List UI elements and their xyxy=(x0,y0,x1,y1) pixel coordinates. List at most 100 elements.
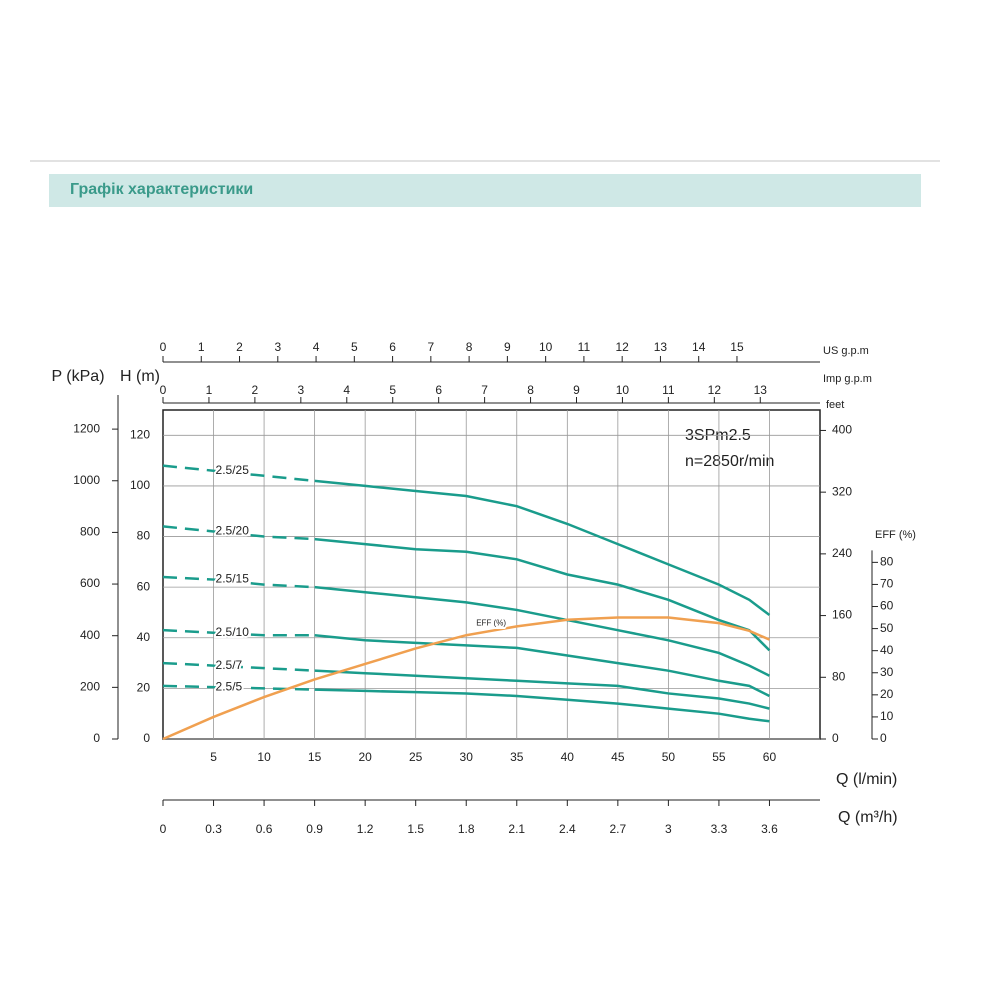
series-label: 2.5/15 xyxy=(216,572,250,586)
axis-tick-label: 1 xyxy=(198,340,205,354)
series-line xyxy=(314,688,770,723)
axis-tick-label: 2.1 xyxy=(508,822,525,836)
x-tick-label: 35 xyxy=(510,750,524,764)
axis-tick-label: 0 xyxy=(160,383,167,397)
y2-tick-label: 20 xyxy=(880,687,894,701)
series-line xyxy=(162,575,315,589)
annotation: 3SPm2.5 xyxy=(685,427,751,444)
axis-tick-label: 2 xyxy=(236,340,243,354)
y-tick-label: 20 xyxy=(137,681,151,695)
series-label: 2.5/10 xyxy=(216,625,250,639)
y2-tick-label: 60 xyxy=(880,599,894,613)
axis-tick-label: 11 xyxy=(662,383,675,397)
y2-tick-label: 0 xyxy=(880,731,887,745)
axis-title: feet xyxy=(826,399,844,411)
axis-tick-label: 0.3 xyxy=(205,822,222,836)
y2-tick-label: 70 xyxy=(880,577,894,591)
axis-tick-label: 1 xyxy=(206,383,213,397)
x-tick-label: 30 xyxy=(460,750,474,764)
y-tick-label: 80 xyxy=(137,529,151,543)
axis-tick-label: 240 xyxy=(832,546,852,560)
axis-tick-label: 2.7 xyxy=(610,822,627,836)
y2-tick-label: 30 xyxy=(880,665,894,679)
header-title: Графік характеристики xyxy=(70,181,253,198)
axis-tick-label: 0.9 xyxy=(306,822,323,836)
x-tick-label: 45 xyxy=(611,750,625,764)
axis-tick-label: 320 xyxy=(832,484,852,498)
axis-tick-label: 1.5 xyxy=(407,822,424,836)
axis-tick-label: 5 xyxy=(351,340,358,354)
axis-tick-label: 1.2 xyxy=(357,822,374,836)
series-line xyxy=(314,537,771,652)
y-axis-label: H (m) xyxy=(120,368,160,385)
y2-tick-label: 50 xyxy=(880,621,894,635)
series-line xyxy=(314,479,771,616)
axis-tick-label: 15 xyxy=(730,340,744,354)
axis-tick-label: 1.8 xyxy=(458,822,475,836)
y2-tick-label: 80 xyxy=(880,555,894,569)
x-axis-label: Q (l/min) xyxy=(836,771,897,788)
axis-tick-label: 11 xyxy=(578,340,591,354)
axis-title: Q (m³/h) xyxy=(838,809,898,826)
series-label: 2.5/5 xyxy=(216,679,243,693)
series-line xyxy=(162,616,770,741)
axis-tick-label: 6 xyxy=(389,340,396,354)
x-tick-label: 10 xyxy=(257,750,271,764)
series-label: EFF (%) xyxy=(476,618,506,627)
axis-tick-label: 13 xyxy=(754,383,768,397)
x-tick-label: 25 xyxy=(409,750,423,764)
x-tick-label: 15 xyxy=(308,750,322,764)
axis-tick-label: 3 xyxy=(665,822,672,836)
y2-tick-label: 40 xyxy=(880,643,894,657)
axis-tick-label: 6 xyxy=(435,383,442,397)
axis-tick-label: 400 xyxy=(80,628,100,642)
axis-tick-label: 4 xyxy=(313,340,320,354)
axis-tick-label: 8 xyxy=(466,340,473,354)
axis-tick-label: 1200 xyxy=(73,421,100,435)
x-tick-label: 20 xyxy=(358,750,372,764)
axis-tick-label: 0.6 xyxy=(256,822,273,836)
series-line xyxy=(314,669,770,710)
x-tick-label: 40 xyxy=(561,750,575,764)
axis-title: P (kPa) xyxy=(51,368,104,385)
axis-tick-label: 9 xyxy=(573,383,580,397)
axis-tick-label: 2 xyxy=(252,383,259,397)
series-line xyxy=(162,525,315,541)
axis-tick-label: 13 xyxy=(654,340,668,354)
y2-axis-label: EFF (%) xyxy=(875,529,916,541)
axis-tick-label: 9 xyxy=(504,340,511,354)
axis-tick-label: 8 xyxy=(527,383,534,397)
axis-tick-label: 3 xyxy=(297,383,304,397)
y-tick-label: 100 xyxy=(130,478,150,492)
series-line xyxy=(314,585,771,677)
x-tick-label: 50 xyxy=(662,750,676,764)
axis-title: Imp g.p.m xyxy=(823,373,872,385)
axis-tick-label: 7 xyxy=(428,340,435,354)
series-label: 2.5/25 xyxy=(216,463,250,477)
y-tick-label: 60 xyxy=(137,579,151,593)
axis-tick-label: 10 xyxy=(539,340,553,354)
header-band xyxy=(49,174,921,207)
axis-tick-label: 800 xyxy=(80,525,100,539)
axis-tick-label: 600 xyxy=(80,576,100,590)
annotation: n=2850r/min xyxy=(685,453,774,470)
x-tick-label: 55 xyxy=(712,750,726,764)
series-label: 2.5/7 xyxy=(216,658,243,672)
series-label: 2.5/20 xyxy=(216,524,250,538)
y-tick-label: 40 xyxy=(137,630,151,644)
y2-tick-label: 10 xyxy=(880,709,894,723)
axis-tick-label: 14 xyxy=(692,340,706,354)
series-line xyxy=(162,628,315,637)
axis-title: US g.p.m xyxy=(823,345,869,357)
axis-tick-label: 3.3 xyxy=(711,822,728,836)
y-tick-label: 0 xyxy=(143,731,150,745)
y-tick-label: 120 xyxy=(130,427,150,441)
axis-tick-label: 12 xyxy=(708,383,722,397)
series-line xyxy=(162,661,315,672)
axis-tick-label: 3.6 xyxy=(761,822,778,836)
axis-tick-label: 10 xyxy=(616,383,630,397)
axis-tick-label: 5 xyxy=(389,383,396,397)
axis-tick-label: 12 xyxy=(615,340,629,354)
series-line xyxy=(314,633,771,698)
